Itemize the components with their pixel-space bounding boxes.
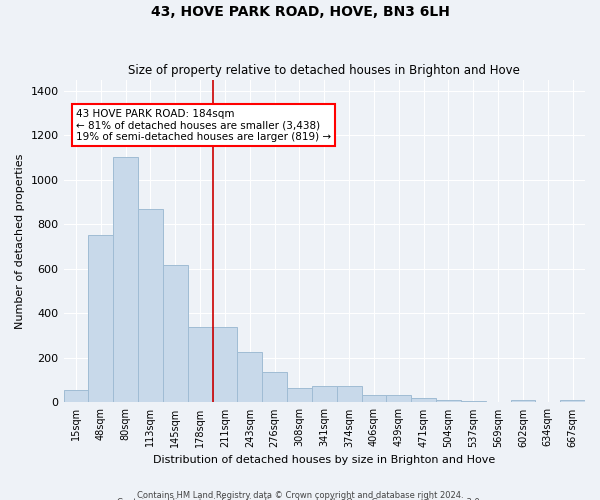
- Text: Contains HM Land Registry data © Crown copyright and database right 2024.: Contains HM Land Registry data © Crown c…: [137, 490, 463, 500]
- Bar: [138, 208, 163, 402]
- Bar: [362, 394, 386, 402]
- Text: 43, HOVE PARK ROAD, HOVE, BN3 6LH: 43, HOVE PARK ROAD, HOVE, BN3 6LH: [151, 5, 449, 19]
- Bar: [411, 398, 436, 402]
- Title: Size of property relative to detached houses in Brighton and Hove: Size of property relative to detached ho…: [128, 64, 520, 77]
- Bar: [238, 352, 262, 403]
- Bar: [88, 236, 113, 402]
- Bar: [163, 266, 188, 402]
- Bar: [287, 388, 312, 402]
- Text: 43 HOVE PARK ROAD: 184sqm
← 81% of detached houses are smaller (3,438)
19% of se: 43 HOVE PARK ROAD: 184sqm ← 81% of detac…: [76, 108, 331, 142]
- Bar: [212, 326, 238, 402]
- Bar: [436, 400, 461, 402]
- Bar: [188, 326, 212, 402]
- Bar: [262, 372, 287, 402]
- Text: Contains public sector information licensed under the Open Government Licence v3: Contains public sector information licen…: [118, 498, 482, 500]
- Bar: [511, 400, 535, 402]
- Bar: [560, 400, 585, 402]
- X-axis label: Distribution of detached houses by size in Brighton and Hove: Distribution of detached houses by size …: [153, 455, 496, 465]
- Bar: [337, 386, 362, 402]
- Y-axis label: Number of detached properties: Number of detached properties: [15, 154, 25, 328]
- Bar: [64, 390, 88, 402]
- Bar: [386, 394, 411, 402]
- Bar: [113, 158, 138, 402]
- Bar: [312, 386, 337, 402]
